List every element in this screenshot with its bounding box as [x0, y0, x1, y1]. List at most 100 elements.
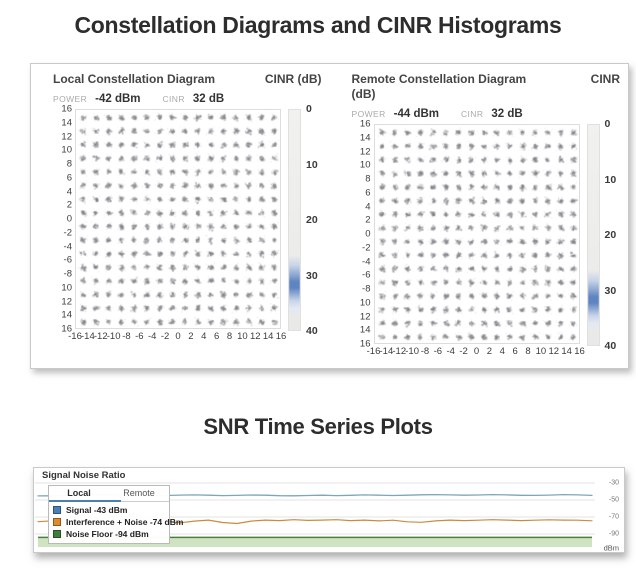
remote-cinr-axis-title: CINR — [590, 72, 620, 86]
remote-panel-header: Remote Constellation Diagram CINR — [352, 72, 621, 87]
local-y-tick: -2 — [63, 227, 72, 239]
legend-label: Interference + Noise -74 dBm — [66, 517, 184, 527]
local-y-tick: 16 — [61, 103, 72, 115]
remote-y-tick: 16 — [359, 118, 371, 130]
remote-constellation-panel: Remote Constellation Diagram CINR (dB) P… — [330, 64, 629, 368]
local-x-tick: 0 — [175, 331, 181, 342]
local-x-tick: 8 — [226, 331, 233, 342]
local-x-tick: 4 — [201, 331, 207, 342]
local-y-tick: 2 — [66, 199, 72, 211]
cinr-hist-tick: 30 — [306, 269, 318, 282]
remote-x-tick: 14 — [561, 346, 572, 357]
legend-label: Noise Floor -94 dBm — [66, 529, 149, 539]
local-y-tick: 10 — [61, 282, 72, 294]
local-y-tick: 12 — [61, 296, 72, 307]
local-constellation-plot — [75, 109, 281, 329]
tab-local[interactable]: Local — [67, 488, 91, 498]
remote-x-tick: -6 — [433, 346, 443, 357]
remote-y-tick: 2 — [365, 214, 371, 226]
page-title: Constellation Diagrams and CINR Histogra… — [74, 12, 562, 38]
local-constellation-panel: Local Constellation Diagram CINR (dB) PO… — [31, 64, 330, 368]
remote-cinr-axis-title-wrap: (dB) — [351, 87, 376, 101]
local-y-tick: 8 — [66, 158, 72, 170]
remote-panel-title: Remote Constellation Diagram — [351, 72, 527, 86]
remote-x-tick: 0 — [473, 346, 480, 357]
snr-tabs: Local Remote — [49, 486, 169, 502]
remote-x-tick: 12 — [548, 346, 560, 357]
tab-remote[interactable]: Remote — [123, 488, 155, 498]
cinr-hist-tick: 20 — [604, 229, 617, 241]
local-readouts: POWER -42 dBm CINR 32 dB — [53, 90, 322, 107]
remote-y-tick: -4 — [362, 256, 371, 267]
local-cinr-axis-title: CINR (dB) — [264, 72, 322, 86]
local-power-label: POWER — [53, 93, 88, 104]
snr-legend-items: Signal -43 dBm Interference + Noise -74 d… — [49, 502, 183, 543]
local-x-tick: 10 — [237, 331, 248, 342]
remote-cinr-label: CINR — [461, 108, 484, 119]
remote-histogram-ticks: 0 10 20 30 40 — [604, 118, 625, 352]
remote-x-axis-ticks: -16 -14 -12 -10 -8 -6 -4 -2 0 2 4 6 8 10 12 14 16 — [367, 346, 585, 359]
snr-ytick: -70 — [608, 513, 619, 521]
remote-x-tick: -2 — [459, 346, 468, 357]
remote-x-tick: -12 — [392, 346, 407, 357]
local-x-tick: 2 — [188, 331, 194, 342]
local-panel-header: Local Constellation Diagram CINR (dB) — [53, 72, 322, 87]
remote-y-tick: 0 — [365, 228, 371, 240]
remote-x-tick: -4 — [446, 346, 455, 357]
legend-swatch-icon — [53, 530, 61, 538]
local-histogram-ticks: 0 10 20 30 40 — [306, 103, 326, 337]
legend-swatch-icon — [53, 518, 61, 526]
local-y-tick: 14 — [61, 309, 72, 321]
remote-histogram-band — [587, 271, 599, 331]
remote-power-label: POWER — [351, 108, 386, 119]
remote-cinr-value: 32 dB — [491, 107, 523, 120]
cinr-hist-tick: 40 — [306, 325, 318, 337]
legend-item: Interference + Noise -74 dBm — [53, 516, 183, 528]
remote-x-tick: -10 — [405, 346, 419, 357]
local-cinr-label: CINR — [162, 93, 185, 104]
remote-y-tick: 12 — [359, 146, 371, 157]
local-plot-row: 16 14 12 10 8 6 4 2 0 -2 -4 -6 -8 10 12 14 16 -16 -14 -12-… — [53, 103, 322, 344]
remote-y-tick: -6 — [362, 269, 371, 281]
local-y-tick: 0 — [66, 213, 72, 225]
legend-item: Noise Floor -94 dBm — [53, 528, 165, 540]
remote-x-tick: -8 — [420, 346, 430, 357]
remote-x-tick: 10 — [535, 346, 547, 357]
remote-x-tick: 16 — [574, 346, 585, 357]
local-x-tick: -8 — [122, 331, 131, 342]
noise-floor-area — [38, 537, 592, 547]
local-y-axis-ticks: 16 14 12 10 8 6 4 2 0 -2 -4 -6 -8 10 12 14 16 — [53, 104, 75, 335]
local-x-tick: 12 — [249, 331, 261, 342]
snr-plot-area: Local Remote Signal -43 dBm Interference +… — [35, 482, 595, 551]
snr-ytick: -30 — [608, 479, 619, 487]
remote-x-tick: 6 — [512, 346, 518, 357]
snr-panel-header: Signal Noise Ratio — [42, 470, 126, 481]
cinr-hist-tick: 10 — [604, 173, 617, 186]
remote-y-tick: 14 — [359, 324, 371, 336]
local-x-tick: 14 — [262, 331, 274, 342]
remote-y-tick: -2 — [362, 242, 371, 254]
local-histogram-bar — [288, 109, 301, 331]
snr-card: Signal Noise Ratio Local Remote Signal -4… — [33, 467, 625, 553]
local-y-tick: 16 — [61, 323, 72, 335]
remote-y-tick: 16 — [359, 338, 371, 350]
remote-x-tick: 2 — [486, 346, 493, 357]
local-x-tick: 16 — [275, 331, 287, 342]
remote-y-tick: -8 — [362, 283, 371, 295]
local-y-tick: 12 — [61, 131, 72, 142]
legend-label: Signal -43 dBm — [66, 505, 128, 515]
remote-y-tick: 10 — [359, 297, 371, 309]
local-x-tick: -10 — [106, 331, 121, 342]
remote-cinr-histogram: 0 10 20 30 40 — [586, 118, 625, 359]
legend-swatch-icon — [53, 506, 61, 514]
local-x-tick: -4 — [148, 331, 157, 342]
remote-x-tick: 4 — [499, 346, 505, 357]
local-x-tick: -6 — [135, 331, 144, 342]
local-x-tick: -12 — [93, 331, 108, 342]
remote-x-tick: -14 — [379, 346, 394, 357]
legend-item: Signal -43 dBm — [53, 504, 165, 516]
local-y-tick: 4 — [66, 186, 72, 197]
snr-y-axis-labels: -30 -50 -70 -90 dBm — [597, 479, 621, 553]
remote-power-value: -44 dBm — [393, 107, 439, 120]
remote-readouts: POWER -44 dBm CINR 32 dB — [352, 105, 621, 122]
